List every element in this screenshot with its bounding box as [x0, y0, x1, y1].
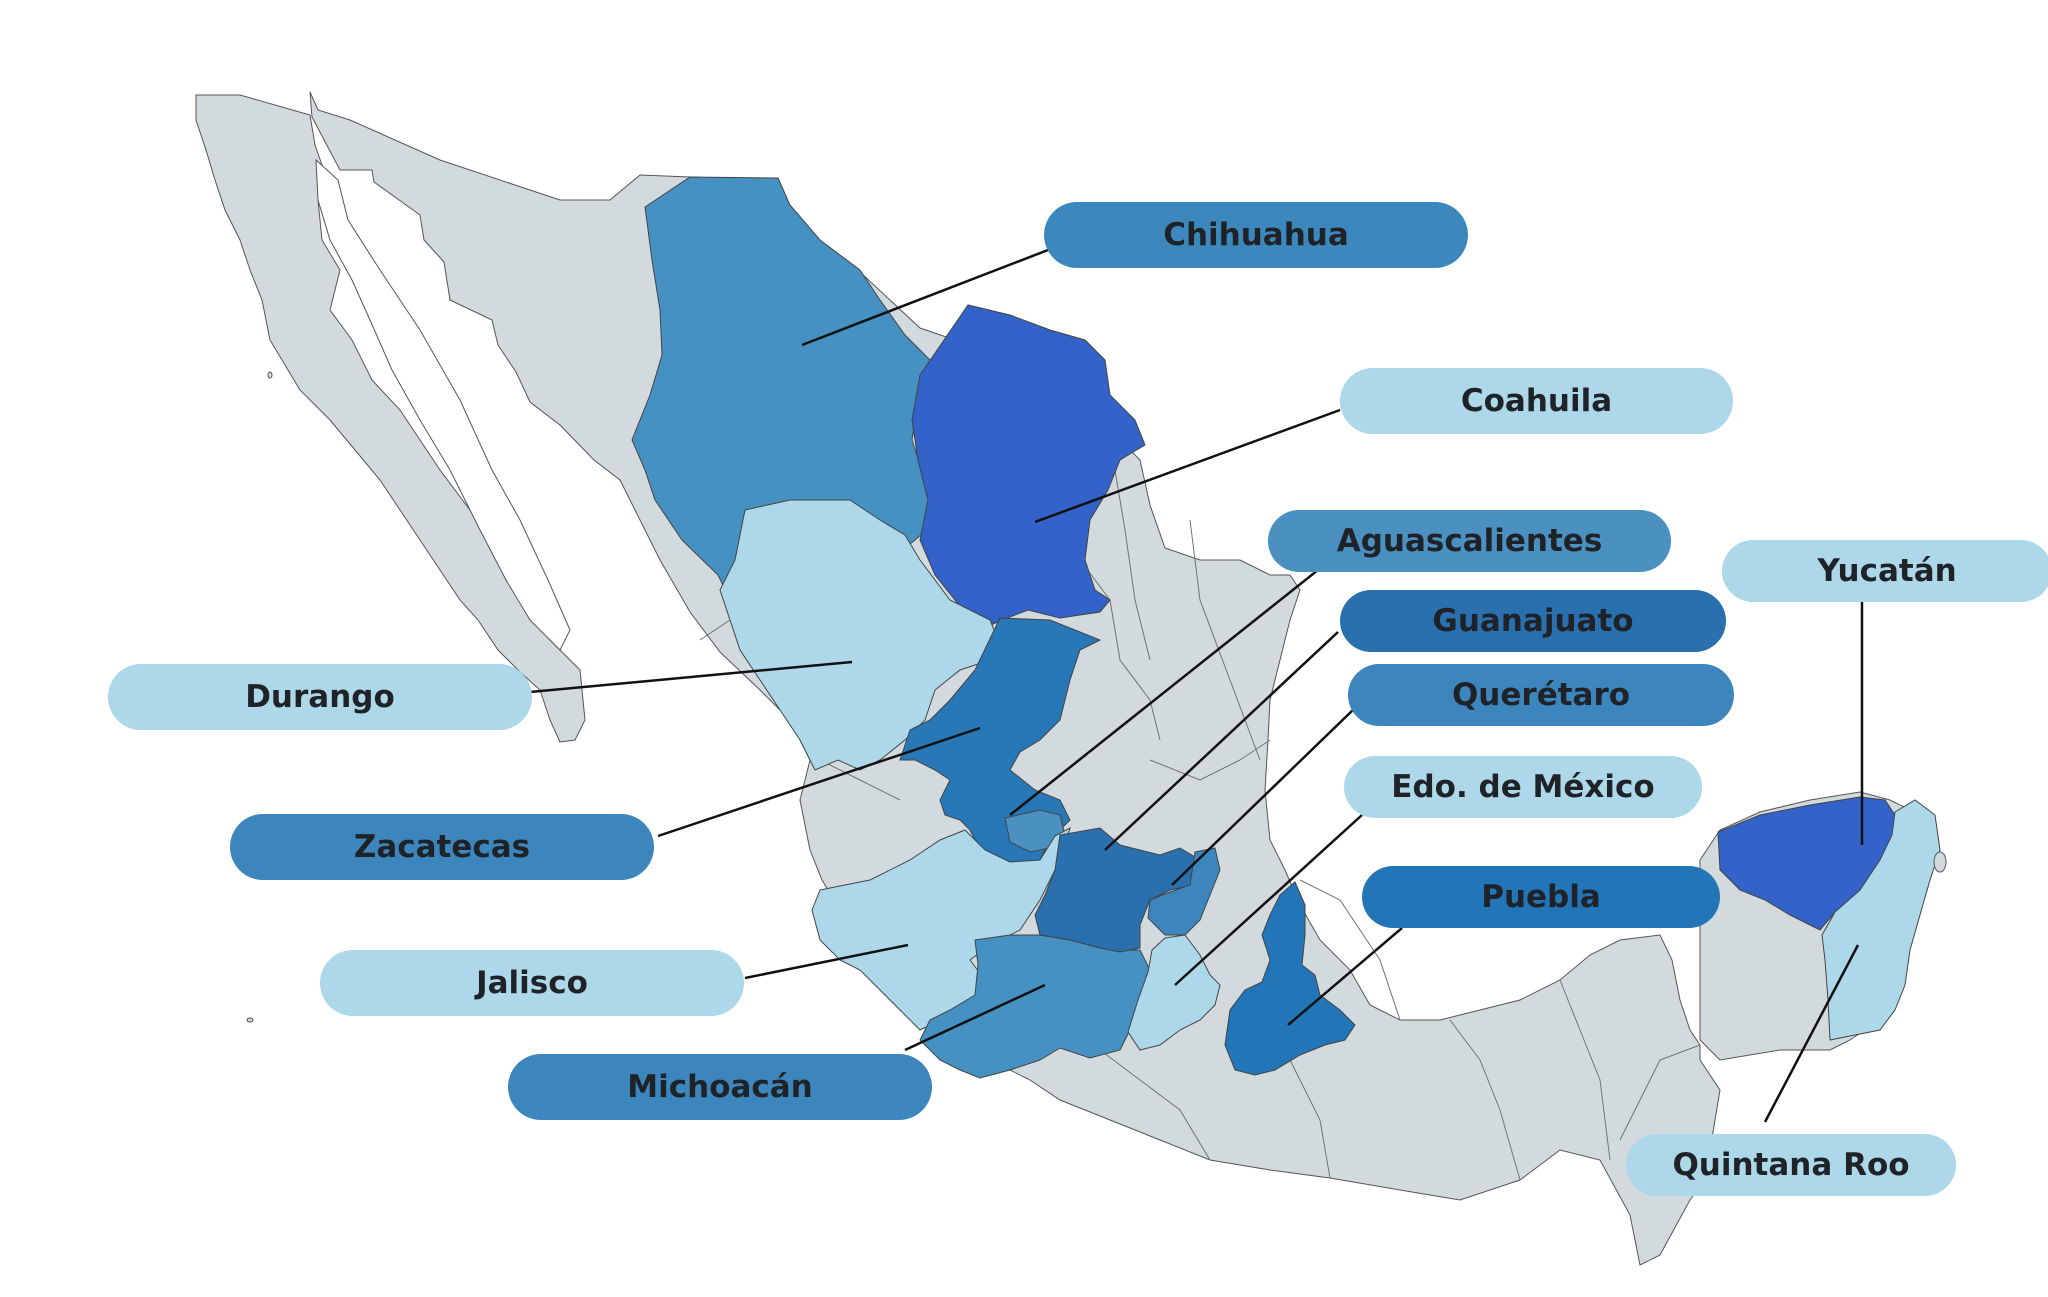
leader-quintana-roo	[1763, 944, 1860, 1123]
islands	[246, 371, 1947, 1023]
label-chihuahua-text: Chihuahua	[1163, 217, 1349, 253]
label-yucatan-text: Yucatán	[1817, 553, 1957, 589]
leader-puebla	[1287, 927, 1403, 1026]
label-queretaro-text: Querétaro	[1451, 677, 1631, 713]
label-zacatecas[interactable]: Zacatecas	[230, 814, 654, 880]
leader-zacatecas	[657, 726, 981, 838]
label-durango[interactable]: Durango	[108, 664, 532, 730]
label-coahuila[interactable]: Coahuila	[1340, 368, 1733, 434]
state-coahuila[interactable]	[911, 304, 1146, 631]
label-edomex[interactable]: Edo. de México	[1344, 756, 1702, 818]
label-zacatecas-text: Zacatecas	[353, 829, 531, 865]
leader-jalisco	[744, 943, 909, 980]
leader-durango	[529, 660, 853, 694]
label-guanajuato-text: Guanajuato	[1432, 603, 1634, 639]
label-guanajuato[interactable]: Guanajuato	[1340, 590, 1726, 652]
label-durango-text: Durango	[245, 679, 395, 715]
leader-lines	[529, 248, 1864, 1123]
state-puebla[interactable]	[1224, 881, 1356, 1076]
leader-aguascalientes	[1009, 569, 1319, 816]
leader-coahuila	[1034, 408, 1341, 524]
label-puebla-text: Puebla	[1481, 879, 1601, 915]
label-jalisco-text: Jalisco	[476, 965, 588, 1001]
label-edomex-text: Edo. de México	[1391, 769, 1655, 805]
label-puebla[interactable]: Puebla	[1362, 866, 1720, 928]
state-guanajuato[interactable]	[1034, 827, 1201, 953]
leader-chihuahua	[801, 248, 1049, 347]
label-michoacan[interactable]: Michoacán	[508, 1054, 932, 1120]
label-queretaro[interactable]: Querétaro	[1348, 664, 1734, 726]
label-coahuila-text: Coahuila	[1460, 383, 1613, 419]
gulf-of-california	[315, 158, 571, 651]
leader-michoacan	[904, 983, 1046, 1052]
leader-queretaro	[1171, 707, 1356, 886]
baja-california-land	[195, 94, 586, 743]
leader-guanajuato	[1104, 631, 1339, 851]
state-queretaro[interactable]	[1147, 847, 1221, 936]
label-yucatan[interactable]: Yucatán	[1722, 540, 2048, 602]
label-aguascalientes-text: Aguascalientes	[1336, 523, 1603, 559]
label-quintana-roo[interactable]: Quintana Roo	[1626, 1134, 1956, 1196]
label-aguascalientes[interactable]: Aguascalientes	[1268, 510, 1671, 572]
label-quintana-roo-text: Quintana Roo	[1672, 1147, 1910, 1183]
label-michoacan-text: Michoacán	[627, 1069, 813, 1105]
leader-edomex	[1174, 814, 1363, 986]
label-chihuahua[interactable]: Chihuahua	[1044, 202, 1468, 268]
label-jalisco[interactable]: Jalisco	[320, 950, 744, 1016]
